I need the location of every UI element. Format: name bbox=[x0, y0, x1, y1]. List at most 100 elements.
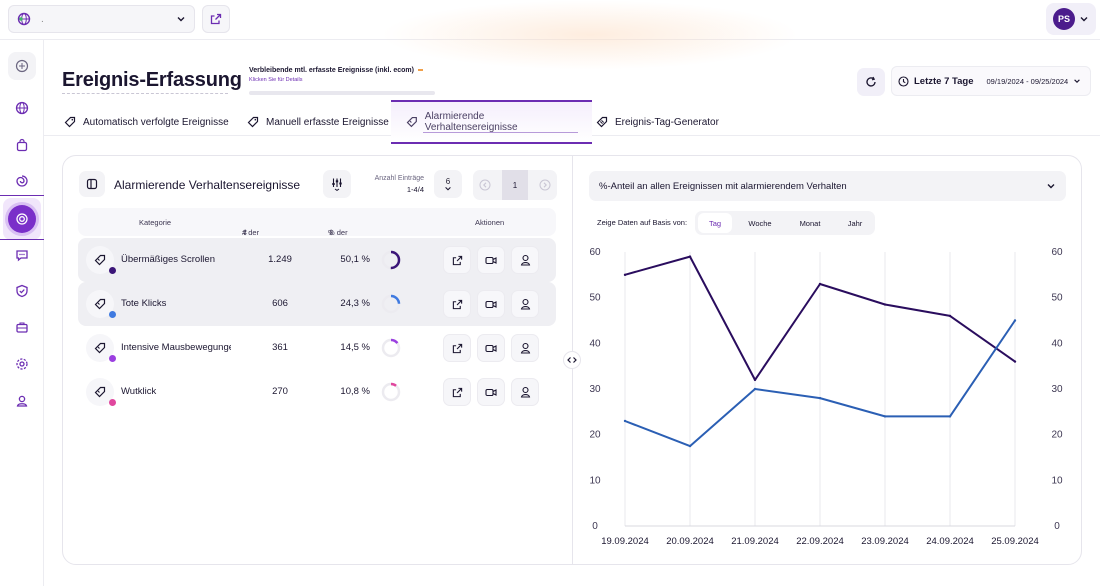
quota-label: Verbleibende mtl. erfasste Ereignisse (i… bbox=[249, 67, 423, 74]
view-recordings-button[interactable] bbox=[477, 246, 505, 274]
per-page-select[interactable]: 6 bbox=[434, 170, 462, 198]
category-name: Übermäßiges Scrollen bbox=[121, 254, 215, 265]
prev-page-icon[interactable] bbox=[479, 179, 491, 191]
sidebar-item-settings[interactable] bbox=[8, 350, 36, 378]
tab-alarming-events[interactable]: Alarmierende Verhaltensereignisse bbox=[391, 100, 592, 144]
external-link-icon bbox=[452, 299, 462, 309]
spiral-icon bbox=[16, 175, 28, 187]
x-tick-label: 23.09.2024 bbox=[861, 536, 909, 547]
date-range-picker[interactable]: Letzte 7 Tage 09/19/2024 - 09/25/2024 bbox=[891, 66, 1091, 96]
date-range-value: 09/19/2024 - 09/25/2024 bbox=[986, 76, 1069, 86]
panel-resize-handle[interactable] bbox=[563, 351, 581, 369]
title-underline bbox=[62, 93, 228, 94]
view-recordings-button[interactable] bbox=[477, 334, 505, 362]
tab-label: Manuell erfasste Ereignisse bbox=[266, 116, 389, 128]
filter-button[interactable] bbox=[323, 170, 351, 198]
category-color-dot bbox=[109, 311, 116, 318]
sidebar-item-overview[interactable] bbox=[8, 52, 36, 80]
y-tick-label-left: 0 bbox=[592, 521, 598, 532]
globe-icon bbox=[17, 12, 31, 26]
open-external-button[interactable] bbox=[202, 5, 230, 33]
alert-tag-icon bbox=[86, 378, 114, 406]
refresh-button[interactable] bbox=[857, 68, 885, 96]
share-ring-arc bbox=[381, 250, 401, 270]
tab-manual-events[interactable]: Manuell erfasste Ereignisse bbox=[247, 100, 389, 144]
series-point bbox=[818, 396, 822, 400]
alert-tag-icon bbox=[406, 116, 417, 128]
metric-label: %-Anteil an allen Ereignissen mit alarmi… bbox=[599, 180, 847, 192]
category-name: Tote Klicks bbox=[121, 298, 167, 309]
external-link-icon bbox=[452, 255, 462, 265]
column-header-actions: Aktionen bbox=[475, 218, 505, 227]
table-row[interactable]: Übermäßiges Scrollen 1.249 50,1 % bbox=[78, 238, 556, 282]
basis-option-year[interactable]: Jahr bbox=[847, 218, 863, 228]
basis-option-month[interactable]: Monat bbox=[799, 218, 821, 228]
view-users-button[interactable] bbox=[511, 290, 539, 318]
sidebar-item-analytics[interactable] bbox=[8, 94, 36, 122]
series-point bbox=[883, 415, 887, 418]
panel-toggle-button[interactable] bbox=[79, 171, 105, 197]
entries-label: Anzahl Einträge bbox=[374, 175, 424, 182]
share-ring bbox=[381, 250, 401, 270]
detection-count: 270 bbox=[272, 386, 288, 397]
y-tick-label-right: 50 bbox=[1051, 293, 1063, 304]
sidebar-item-account[interactable] bbox=[8, 387, 36, 415]
x-tick-label: 21.09.2024 bbox=[731, 536, 779, 547]
video-camera-icon bbox=[485, 388, 497, 396]
next-page-icon[interactable] bbox=[539, 179, 551, 191]
open-details-button[interactable] bbox=[443, 246, 471, 274]
sidebar bbox=[0, 40, 44, 586]
table-row[interactable]: Tote Klicks 606 24,3 % bbox=[78, 282, 556, 326]
user-menu-button[interactable]: PS bbox=[1046, 3, 1096, 35]
share-ring-arc bbox=[381, 382, 401, 402]
project-select[interactable]: . bbox=[8, 5, 195, 33]
series-point bbox=[1013, 319, 1017, 322]
series-point bbox=[1013, 360, 1017, 363]
basis-option-week[interactable]: Woche bbox=[748, 218, 772, 228]
sidebar-item-security[interactable] bbox=[8, 277, 36, 305]
x-tick-label: 22.09.2024 bbox=[796, 536, 844, 547]
open-details-button[interactable] bbox=[443, 334, 471, 362]
refresh-icon bbox=[866, 76, 876, 87]
view-recordings-button[interactable] bbox=[477, 290, 505, 318]
view-users-button[interactable] bbox=[511, 246, 539, 274]
tab-bar: Automatisch verfolgte Ereignisse Manuell… bbox=[44, 100, 1100, 146]
series-point bbox=[818, 282, 822, 286]
sidebar-item-ecommerce[interactable] bbox=[8, 131, 36, 159]
chat-icon bbox=[16, 250, 28, 262]
sidebar-item-integrations[interactable] bbox=[8, 313, 36, 341]
sidebar-item-sessions[interactable] bbox=[8, 167, 36, 195]
table-row[interactable]: Intensive Mausbewegungen 361 14,5 % bbox=[78, 326, 556, 370]
table-row[interactable]: Wutklick 270 10,8 % bbox=[78, 370, 556, 414]
page-title: Ereignis-Erfassung bbox=[62, 69, 242, 91]
tab-auto-events[interactable]: Automatisch verfolgte Ereignisse bbox=[64, 100, 229, 144]
quota-details-link[interactable]: Klicken Sie für Details bbox=[249, 77, 303, 83]
sidebar-item-feedback[interactable] bbox=[8, 241, 36, 269]
sort-icon: ⇕ bbox=[328, 228, 335, 237]
panel-title: Alarmierende Verhaltensereignisse bbox=[114, 178, 301, 192]
user-badge-icon bbox=[16, 395, 28, 407]
open-details-button[interactable] bbox=[443, 290, 471, 318]
chevron-down-icon bbox=[177, 17, 185, 22]
sidebar-item-event-tracking[interactable] bbox=[8, 205, 36, 233]
basis-option-day[interactable]: Tag bbox=[698, 213, 732, 233]
share-ring-arc bbox=[381, 294, 401, 314]
series-point bbox=[753, 387, 757, 391]
metric-select[interactable]: %-Anteil an allen Ereignissen mit alarmi… bbox=[589, 171, 1066, 201]
series-point bbox=[623, 273, 627, 277]
share-ring bbox=[381, 338, 401, 358]
tab-tag-generator[interactable]: Ereignis-Tag-Generator bbox=[596, 100, 719, 144]
view-users-button[interactable] bbox=[511, 378, 539, 406]
view-users-button[interactable] bbox=[511, 334, 539, 362]
sort-icon: ⇕ bbox=[242, 228, 249, 237]
project-name: . bbox=[41, 13, 44, 25]
open-details-button[interactable] bbox=[443, 378, 471, 406]
shield-icon bbox=[16, 284, 28, 298]
briefcase-icon bbox=[16, 322, 28, 333]
y-tick-label-left: 40 bbox=[589, 338, 601, 349]
header-glow bbox=[380, 0, 800, 70]
current-page[interactable]: 1 bbox=[502, 170, 528, 200]
external-link-icon bbox=[452, 387, 462, 397]
series-point bbox=[883, 303, 887, 306]
view-recordings-button[interactable] bbox=[477, 378, 505, 406]
